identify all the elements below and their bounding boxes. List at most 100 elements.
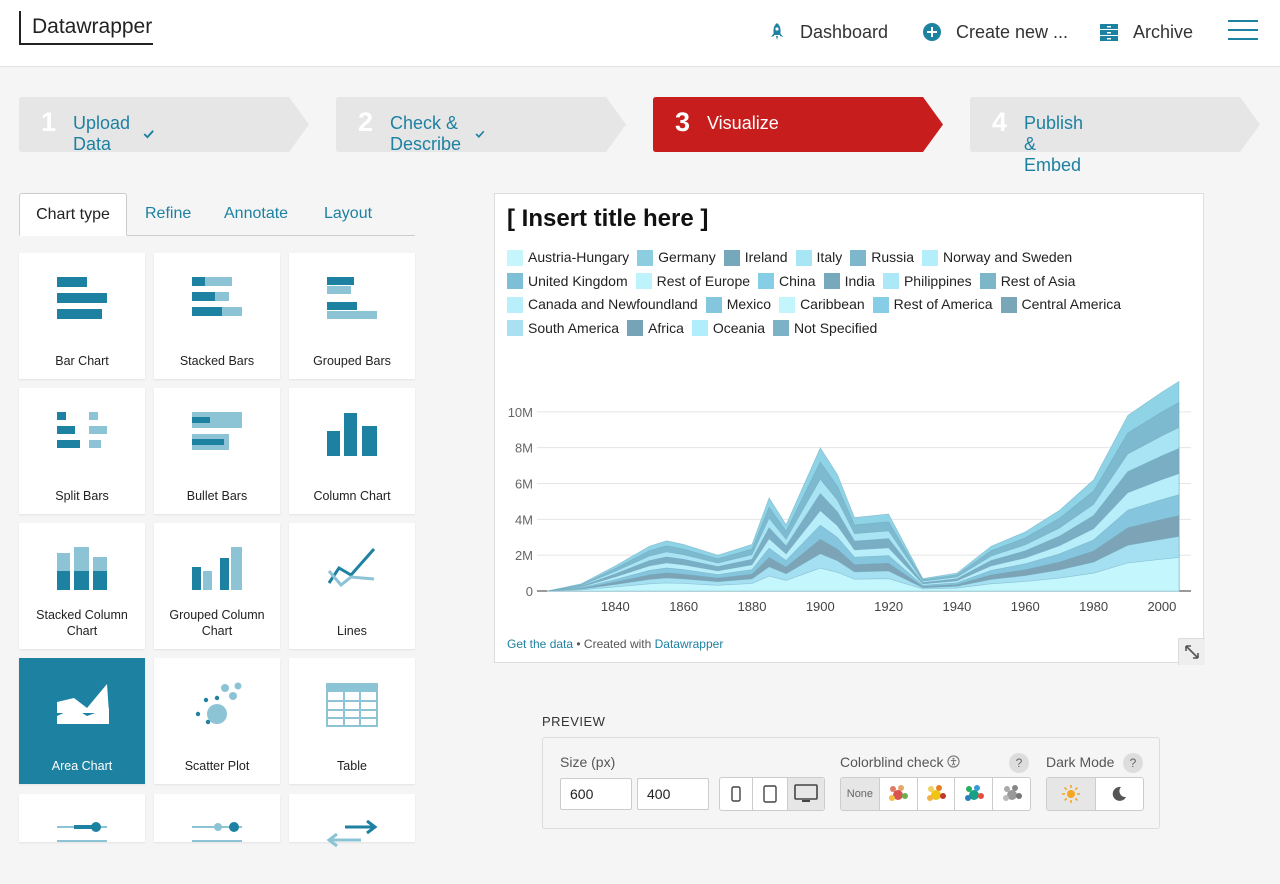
area-layer [546,536,1180,592]
checkmark-icon [143,130,154,139]
colorblind-tritanopia-button[interactable] [955,778,994,810]
dark-mode-help-icon[interactable]: ? [1123,753,1143,773]
area-layer [546,515,1180,592]
y-tick-label: 2M [515,548,533,563]
nav-archive-label: Archive [1133,21,1194,42]
chart-type-split-bars[interactable]: Split Bars [19,388,145,514]
bullet-bars-icon [192,412,242,450]
colorblind-grayscale-button[interactable] [993,778,1030,810]
legend-item: India [823,272,875,292]
chart-type-lines[interactable]: Lines [289,523,415,649]
legend-swatch [779,296,796,313]
chart-type-stacked-column-chart[interactable]: Stacked Column Chart [19,523,145,649]
step-number: 2 [358,107,374,137]
color-dots-icon [1002,785,1022,801]
dark-mode-button[interactable] [1096,778,1144,810]
legend-label: Africa [648,319,684,336]
step-label: Visualize [707,113,779,133]
step-number: 4 [992,107,1008,137]
chart-type-label: Stacked Bars [179,354,255,368]
tab-layout[interactable]: Layout [324,205,373,222]
tablet-icon [763,785,777,803]
legend-label: Rest of Europe [656,272,751,289]
chart-type-column-chart[interactable]: Column Chart [289,388,415,514]
dot-plot-icon [192,822,242,842]
app-logo[interactable]: Datawrapper [19,11,153,45]
nav-archive[interactable]: Archive [1099,18,1193,46]
stacked-column-icon [57,547,107,590]
hamburger-menu-icon[interactable] [1228,20,1258,42]
height-input[interactable]: 400 [637,778,709,810]
chart-footer: Get the data • Created with Datawrapper [507,637,723,651]
chart-type-stacked-bars[interactable]: Stacked Bars [154,253,280,379]
chart-type-scatter-plot[interactable]: Scatter Plot [154,658,280,784]
mobile-button[interactable] [720,778,754,810]
colorblind-help-icon[interactable]: ? [1009,753,1029,773]
colorblind-none-button[interactable]: None [841,778,880,810]
chart-type-bar-chart[interactable]: Bar Chart [19,253,145,379]
scatter-plot-icon [195,682,242,725]
chart-type-label: Bullet Bars [186,489,248,503]
legend-label: Caribbean [800,296,865,313]
nav-dashboard[interactable]: Dashboard [768,18,888,46]
x-tick-label: 1900 [806,599,835,614]
legend-swatch [507,320,523,337]
legend-item: Norway and Sweden [922,248,1072,268]
chart-type-bullet-bars[interactable]: Bullet Bars [154,388,280,514]
legend-item: Canada and Newfoundland [507,295,698,315]
legend-item: Rest of America [872,295,993,315]
datawrapper-link[interactable]: Datawrapper [654,637,724,651]
tab-annotate[interactable]: Annotate [224,205,289,222]
tab-chart-type[interactable]: Chart type [19,193,127,236]
preview-settings: Size (px) 600 400 Colorblind check ? Non… [542,737,1160,829]
resize-handle[interactable] [1178,638,1205,665]
chart-type-label: Grouped Bars [313,354,391,368]
x-tick-label: 1920 [874,599,903,614]
chart-type-label: Grouped Column Chart [169,608,265,638]
colorblind-protanopia-button[interactable] [880,778,918,810]
chart-type-range-plot[interactable] [19,794,145,842]
width-input[interactable]: 600 [560,778,632,810]
chart-type-label: Split Bars [55,489,109,503]
table-icon [326,683,378,727]
legend-swatch [635,273,652,290]
legend-swatch [795,249,812,266]
legend-swatch [507,249,523,266]
legend-item: United Kingdom [507,272,628,292]
legend-item: Russia [850,248,914,268]
chart-title[interactable]: [ Insert title here ] [507,205,709,232]
x-tick-label: 1980 [1079,599,1108,614]
colorblind-label-text: Colorblind check [840,754,944,770]
light-mode-button[interactable] [1047,778,1096,810]
legend-label: Austria-Hungary [528,249,630,265]
legend-label: South America [528,319,620,336]
get-the-data-link[interactable]: Get the data [507,637,574,651]
chart-type-dot-plot[interactable] [154,794,280,842]
legend-item: Philippines [882,272,972,292]
chart-type-label: Scatter Plot [184,759,250,773]
step-label: Upload Data [73,113,131,154]
sidebar-tabs: Chart type Refine Annotate Layout [19,193,415,236]
colorblind-toggle: None [840,777,1031,811]
desktop-button[interactable] [787,778,824,810]
legend-swatch [758,273,775,290]
chart-type-table[interactable]: Table [289,658,415,784]
bar-chart-icon [57,277,107,319]
chart-type-grouped-bars[interactable]: Grouped Bars [289,253,415,379]
chart-type-grouped-column-chart[interactable]: Grouped Column Chart [154,523,280,649]
chart-type-arrow-plot[interactable] [289,794,415,848]
area-layer [546,473,1180,592]
created-with-text: • Created with [573,637,655,651]
legend-item: Italy [795,248,842,268]
legend-item: South America [507,319,619,339]
area-layer [546,448,1180,592]
nav-create-new[interactable]: Create new ... [922,18,1068,46]
legend-swatch [691,320,708,337]
legend-swatch [850,249,867,266]
colorblind-deuteranopia-button[interactable] [918,778,956,810]
chart-type-area-chart[interactable]: Area Chart [19,658,145,784]
tab-refine[interactable]: Refine [145,205,192,222]
x-tick-label: 1840 [601,599,630,614]
tablet-button[interactable] [753,778,788,810]
legend-label: Not Specified [794,319,878,336]
